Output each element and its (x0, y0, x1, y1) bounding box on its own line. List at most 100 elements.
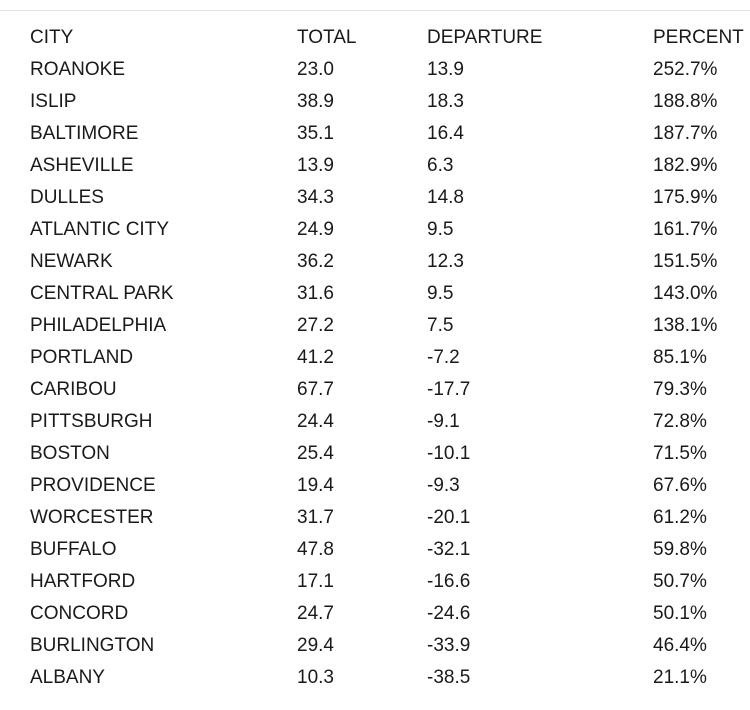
cell-city: PHILADELPHIA (30, 315, 167, 336)
cell-departure: -20.1 (427, 507, 471, 528)
cell-percent: 182.9% (653, 155, 718, 176)
cell-total: 41.2 (297, 347, 334, 368)
cell-departure: 13.9 (427, 59, 464, 80)
table-row: BUFFALO 47.8 -32.1 59.8% (30, 534, 750, 566)
column-header-city: CITY (30, 27, 74, 48)
cell-city: PITTSBURGH (30, 411, 153, 432)
cell-total: 17.1 (297, 571, 334, 592)
cell-percent: 50.7% (653, 571, 707, 592)
table-row: ASHEVILLE 13.9 6.3 182.9% (30, 150, 750, 182)
table-row: WORCESTER 31.7 -20.1 61.2% (30, 502, 750, 534)
table-body: ROANOKE 23.0 13.9 252.7% ISLIP 38.9 18.3 188.8%… (30, 54, 750, 694)
cell-total: 10.3 (297, 667, 334, 688)
cell-total: 38.9 (297, 91, 334, 112)
cell-total: 24.7 (297, 603, 334, 624)
cell-city: PORTLAND (30, 347, 134, 368)
cell-city: ISLIP (30, 91, 77, 112)
cell-city: WORCESTER (30, 507, 154, 528)
cell-departure: -7.2 (427, 347, 460, 368)
cell-percent: 67.6% (653, 475, 707, 496)
cell-city: NEWARK (30, 251, 113, 272)
cell-departure: -9.1 (427, 411, 460, 432)
cell-city: ROANOKE (30, 59, 126, 80)
cell-departure: -38.5 (427, 667, 471, 688)
cell-city: CENTRAL PARK (30, 283, 174, 304)
cell-departure: 12.3 (427, 251, 464, 272)
cell-percent: 50.1% (653, 603, 707, 624)
cell-total: 34.3 (297, 187, 334, 208)
table-row: ROANOKE 23.0 13.9 252.7% (30, 54, 750, 86)
cell-city: BURLINGTON (30, 635, 155, 656)
cell-percent: 187.7% (653, 123, 718, 144)
cell-percent: 161.7% (653, 219, 718, 240)
cell-city: ATLANTIC CITY (30, 219, 169, 240)
cell-total: 13.9 (297, 155, 334, 176)
cell-departure: -10.1 (427, 443, 471, 464)
cell-total: 24.9 (297, 219, 334, 240)
table-row: PITTSBURGH 24.4 -9.1 72.8% (30, 406, 750, 438)
cell-departure: -9.3 (427, 475, 460, 496)
table-row: NEWARK 36.2 12.3 151.5% (30, 246, 750, 278)
table-row: BURLINGTON 29.4 -33.9 46.4% (30, 630, 750, 662)
table-row: CENTRAL PARK 31.6 9.5 143.0% (30, 278, 750, 310)
cell-city: PROVIDENCE (30, 475, 156, 496)
cell-total: 23.0 (297, 59, 334, 80)
cell-total: 31.7 (297, 507, 334, 528)
snowfall-table: CITY TOTAL DEPARTURE PERCENT ROANOKE 23.0… (30, 22, 750, 694)
cell-percent: 252.7% (653, 59, 718, 80)
column-header-total: TOTAL (297, 27, 357, 48)
cell-total: 47.8 (297, 539, 334, 560)
cell-city: BOSTON (30, 443, 110, 464)
cell-percent: 71.5% (653, 443, 707, 464)
header-row: CITY TOTAL DEPARTURE PERCENT (30, 22, 750, 54)
cell-departure: -17.7 (427, 379, 471, 400)
cell-city: DULLES (30, 187, 104, 208)
cell-departure: 6.3 (427, 155, 454, 176)
cell-departure: -24.6 (427, 603, 471, 624)
cell-departure: 9.5 (427, 283, 454, 304)
column-header-departure: DEPARTURE (427, 27, 543, 48)
cell-percent: 46.4% (653, 635, 707, 656)
table-row: BOSTON 25.4 -10.1 71.5% (30, 438, 750, 470)
cell-total: 19.4 (297, 475, 334, 496)
top-divider (0, 10, 750, 11)
cell-city: ASHEVILLE (30, 155, 134, 176)
table-row: CONCORD 24.7 -24.6 50.1% (30, 598, 750, 630)
column-header-percent: PERCENT (653, 27, 744, 48)
cell-percent: 85.1% (653, 347, 707, 368)
table-header: CITY TOTAL DEPARTURE PERCENT (30, 22, 750, 54)
cell-total: 35.1 (297, 123, 334, 144)
table-row: PORTLAND 41.2 -7.2 85.1% (30, 342, 750, 374)
cell-departure: -32.1 (427, 539, 471, 560)
cell-city: ALBANY (30, 667, 105, 688)
table-row: BALTIMORE 35.1 16.4 187.7% (30, 118, 750, 150)
table-row: DULLES 34.3 14.8 175.9% (30, 182, 750, 214)
cell-departure: 18.3 (427, 91, 464, 112)
cell-departure: 16.4 (427, 123, 464, 144)
cell-percent: 59.8% (653, 539, 707, 560)
cell-departure: -16.6 (427, 571, 471, 592)
table-row: ALBANY 10.3 -38.5 21.1% (30, 662, 750, 694)
cell-total: 25.4 (297, 443, 334, 464)
cell-percent: 138.1% (653, 315, 718, 336)
table-row: ISLIP 38.9 18.3 188.8% (30, 86, 750, 118)
cell-departure: 7.5 (427, 315, 454, 336)
cell-percent: 21.1% (653, 667, 707, 688)
cell-percent: 72.8% (653, 411, 707, 432)
cell-total: 24.4 (297, 411, 334, 432)
cell-total: 27.2 (297, 315, 334, 336)
cell-percent: 143.0% (653, 283, 718, 304)
cell-city: BALTIMORE (30, 123, 139, 144)
cell-percent: 151.5% (653, 251, 718, 272)
cell-city: CONCORD (30, 603, 129, 624)
cell-total: 36.2 (297, 251, 334, 272)
table-row: PHILADELPHIA 27.2 7.5 138.1% (30, 310, 750, 342)
cell-percent: 175.9% (653, 187, 718, 208)
cell-total: 31.6 (297, 283, 334, 304)
cell-departure: 9.5 (427, 219, 454, 240)
cell-departure: -33.9 (427, 635, 471, 656)
table-row: HARTFORD 17.1 -16.6 50.7% (30, 566, 750, 598)
table-row: ATLANTIC CITY 24.9 9.5 161.7% (30, 214, 750, 246)
cell-city: HARTFORD (30, 571, 136, 592)
cell-percent: 188.8% (653, 91, 718, 112)
